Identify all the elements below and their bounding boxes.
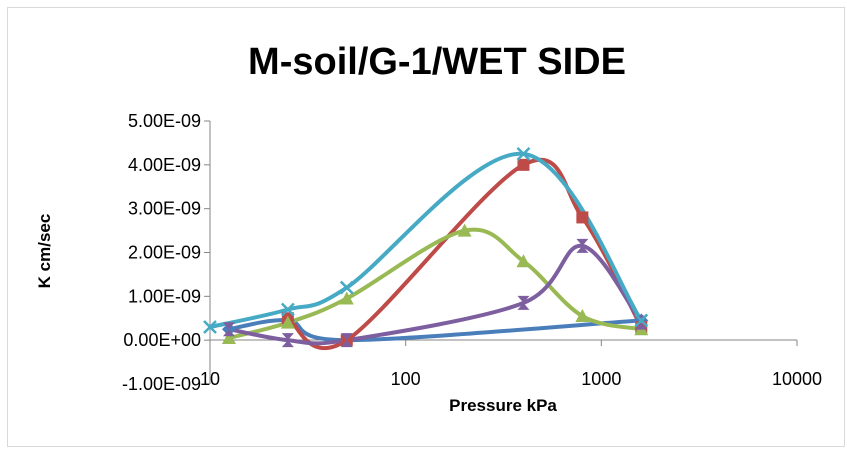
series-2-point [517,158,530,171]
series-4-line [227,243,644,346]
y-tick-label: 1.00E-09 [128,286,201,306]
y-tick-label: 4.00E-09 [128,155,201,175]
series-lines [208,151,644,350]
series-5-line [208,151,644,329]
series-5-point [203,320,217,334]
y-tick-label: -1.00E-09 [122,374,201,394]
chart: M-soil/G-1/WET SIDE 5.00E-09 4.00E-09 3.00… [35,41,822,415]
x-axis-label: Pressure kPa [449,396,557,415]
series-markers [203,146,649,348]
series-5-point [516,146,531,161]
series-4-point [222,322,235,337]
series-3-point [339,291,354,305]
series-3-point [280,315,295,329]
y-tick-label: 3.00E-09 [128,199,201,219]
series-3-point [516,254,531,268]
series-3-point [457,223,472,237]
series-4-point [340,333,353,348]
series-2-point [576,211,589,224]
series-3-point [221,330,236,344]
series-4-point [517,295,530,310]
y-axis-label: K cm/sec [35,214,54,289]
chart-frame: M-soil/G-1/WET SIDE 5.00E-09 4.00E-09 3.00… [7,7,845,447]
x-tick-label: 100 [391,369,421,389]
chart-title: M-soil/G-1/WET SIDE [248,41,626,83]
y-tick-label: 2.00E-09 [128,243,201,263]
series-5-point [634,313,649,328]
x-tick-label: 10 [200,369,220,389]
series-4-point [281,333,294,348]
x-axis-ticks: 10 100 1000 10000 [200,340,822,389]
x-tick-label: 1000 [581,369,621,389]
series-4-point [576,238,589,253]
series-2-point [340,334,353,347]
y-axis-ticks: 5.00E-09 4.00E-09 3.00E-09 2.00E-09 1.00E-09… [122,111,210,394]
series-3-point [575,309,590,323]
series-5-point [280,302,295,317]
series-1-point [221,322,236,337]
series-5-point [339,280,354,295]
x-tick-label: 10000 [772,369,822,389]
y-tick-label: 5.00E-09 [128,111,201,131]
y-tick-label: 0.00E+00 [123,330,201,350]
